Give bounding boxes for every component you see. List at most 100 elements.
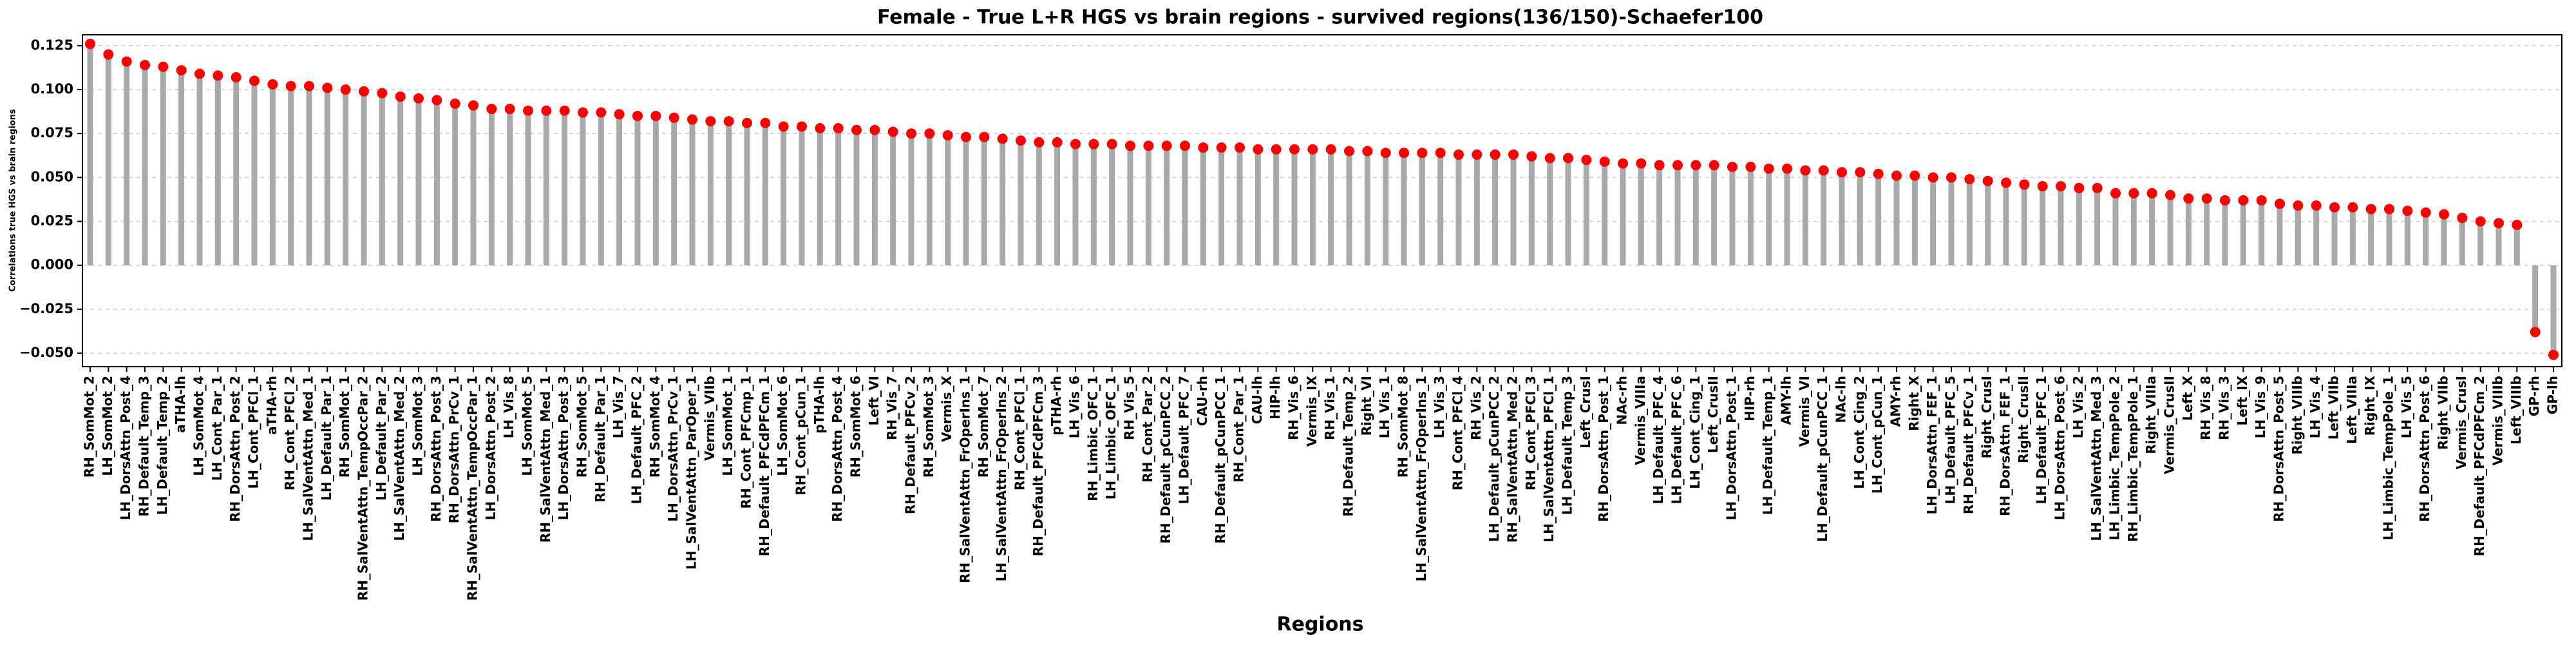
x-tick-label: RH_Cont_Par_2	[1140, 376, 1155, 483]
x-tick-label: RH_SalVentAttn_Med_1	[538, 376, 553, 543]
dot	[2347, 202, 2358, 213]
y-tick-label: 0.100	[31, 81, 73, 97]
x-tick-label: RH_Cont_PFCl_4	[1450, 376, 1466, 490]
dot	[1289, 144, 1300, 155]
dot	[140, 59, 150, 70]
x-tick-label: Vermis_VIIIa	[1633, 376, 1648, 465]
dot	[2074, 182, 2085, 193]
x-tick-label: RH_DorsAttn_FEF_1	[1998, 376, 2013, 516]
dot	[304, 81, 314, 92]
x-tick-label: HIP-lh	[1267, 376, 1283, 420]
x-tick-label: LH_Vis_4	[2307, 376, 2323, 438]
dot	[1946, 172, 1956, 183]
x-tick-label: Right_VIIb	[2436, 376, 2451, 450]
x-tick-label: RH_Default_PFCdPFCm_3	[1030, 376, 1046, 556]
dot	[1106, 139, 1117, 150]
dot	[1125, 140, 1135, 151]
dot	[1690, 160, 1701, 171]
dot	[468, 100, 478, 111]
x-tick-label: LH_Vis_1	[1377, 376, 1392, 438]
dot	[2329, 202, 2340, 213]
dot	[1198, 142, 1209, 153]
x-tick-label: RH_SalVentAttn_Med_2	[1505, 376, 1520, 543]
x-tick-label: RH_SalVentAttn_TempOccPar_2	[355, 376, 371, 601]
x-tick-label: RH_Cont_PFCl_1	[1012, 376, 1028, 490]
dot	[2056, 181, 2066, 192]
dot	[2548, 349, 2559, 360]
dot	[596, 107, 607, 118]
x-tick-label: RH_DorsAttn_PrCv_1	[446, 376, 462, 523]
dot	[1380, 148, 1391, 159]
x-tick-label: LH_DorsAttn_FEF_1	[1924, 376, 1940, 514]
dot	[158, 61, 169, 72]
x-tick-label: RH_Cont_PFCmp_1	[739, 376, 754, 508]
x-tick-label: Right_VI	[1359, 376, 1374, 436]
x-tick-label: pTHA-lh	[811, 376, 827, 434]
dot	[2092, 182, 2103, 193]
x-tick-label: LH_DorsAttn_PrCv_1	[665, 376, 681, 522]
dot	[1344, 146, 1354, 157]
dot	[1672, 160, 1683, 171]
x-tick-label: NAc-lh	[1833, 376, 1849, 423]
dot	[2183, 193, 2194, 204]
x-tick-label: LH_Default_pCunPCC_2	[1486, 376, 1502, 542]
x-tick-label: RH_DorsAttn_Post_1	[1596, 376, 1611, 522]
x-tick-label: GP-rh	[2526, 376, 2542, 416]
dot	[1909, 170, 1920, 181]
x-tick-label: LH_SalVentAttn_PFCl_1	[1541, 376, 1557, 543]
x-tick-label: Right_X	[1906, 375, 1922, 430]
dot	[1727, 162, 1738, 173]
x-tick-label: LH_Default_Temp_2	[155, 376, 170, 515]
dot	[1271, 144, 1282, 155]
x-tick-label: RH_Cont_PFCl_3	[1523, 376, 1539, 490]
dot	[249, 75, 260, 86]
x-tick-label: RH_SomMot_1	[337, 376, 352, 478]
x-tick-label: Left_X	[2180, 375, 2195, 421]
dot	[942, 130, 953, 140]
x-tick-label: AMY-lh	[1779, 376, 1794, 425]
x-tick-label: LH_Default_PFC_2	[629, 376, 645, 504]
dot	[924, 128, 935, 139]
dot	[2311, 200, 2322, 211]
dot	[1782, 163, 1792, 174]
x-tick-label: LH_DorsAttn_Post_2	[483, 376, 498, 520]
dot	[650, 110, 661, 121]
dot	[760, 117, 771, 128]
x-tick-label: LH_SalVentAttn_ParOper_1	[684, 376, 699, 570]
x-tick-label: LH_SomMot_1	[720, 376, 735, 476]
x-tick-label: LH_Default_PFC_5	[1943, 376, 1958, 504]
dot	[742, 117, 752, 128]
dot	[1362, 146, 1373, 157]
dot	[267, 79, 278, 90]
x-tick-label: RH_SomMot_6	[848, 376, 864, 478]
y-tick-label: 0.000	[31, 257, 73, 273]
dot	[2420, 207, 2431, 218]
x-tick-label: Left_VIIIb	[2508, 376, 2524, 445]
x-tick-label: Vermis_VIIb	[702, 376, 717, 461]
y-tick-label: −0.025	[19, 301, 73, 316]
x-tick-label: RH_Cont_Par_1	[1231, 376, 1247, 483]
dot	[2494, 218, 2504, 229]
dot	[797, 121, 807, 132]
x-tick-label: LH_Default_Par_2	[374, 376, 389, 501]
x-tick-label: Vermis_IX	[1304, 375, 1320, 447]
y-tick-label: 0.075	[31, 125, 73, 140]
y-tick-label: 0.125	[31, 37, 73, 53]
x-tick-label: Left_VIIb	[2326, 376, 2342, 439]
x-tick-label: RH_Vis_7	[884, 376, 900, 440]
x-tick-label: RH_SomMot_2	[82, 376, 97, 478]
x-tick-label: Left_CrusII	[1705, 376, 1721, 453]
x-tick-label: NAc-rh	[1615, 376, 1630, 425]
x-tick-label: LH_DorsAttn_Post_4	[118, 376, 133, 520]
x-tick-label: RH_SomMot_8	[1396, 376, 1411, 478]
dot	[1818, 165, 1829, 176]
dot	[1070, 139, 1081, 150]
x-tick-label: RH_Default_pCunPCC_2	[1158, 376, 1173, 544]
dot	[1709, 160, 1719, 171]
x-tick-label: RH_Default_PFCdPFCm_2	[2472, 376, 2487, 556]
dot	[541, 105, 552, 116]
dot	[340, 84, 351, 95]
x-tick-label: Vermis_CrusII	[2162, 376, 2177, 474]
dot	[2001, 177, 2011, 188]
